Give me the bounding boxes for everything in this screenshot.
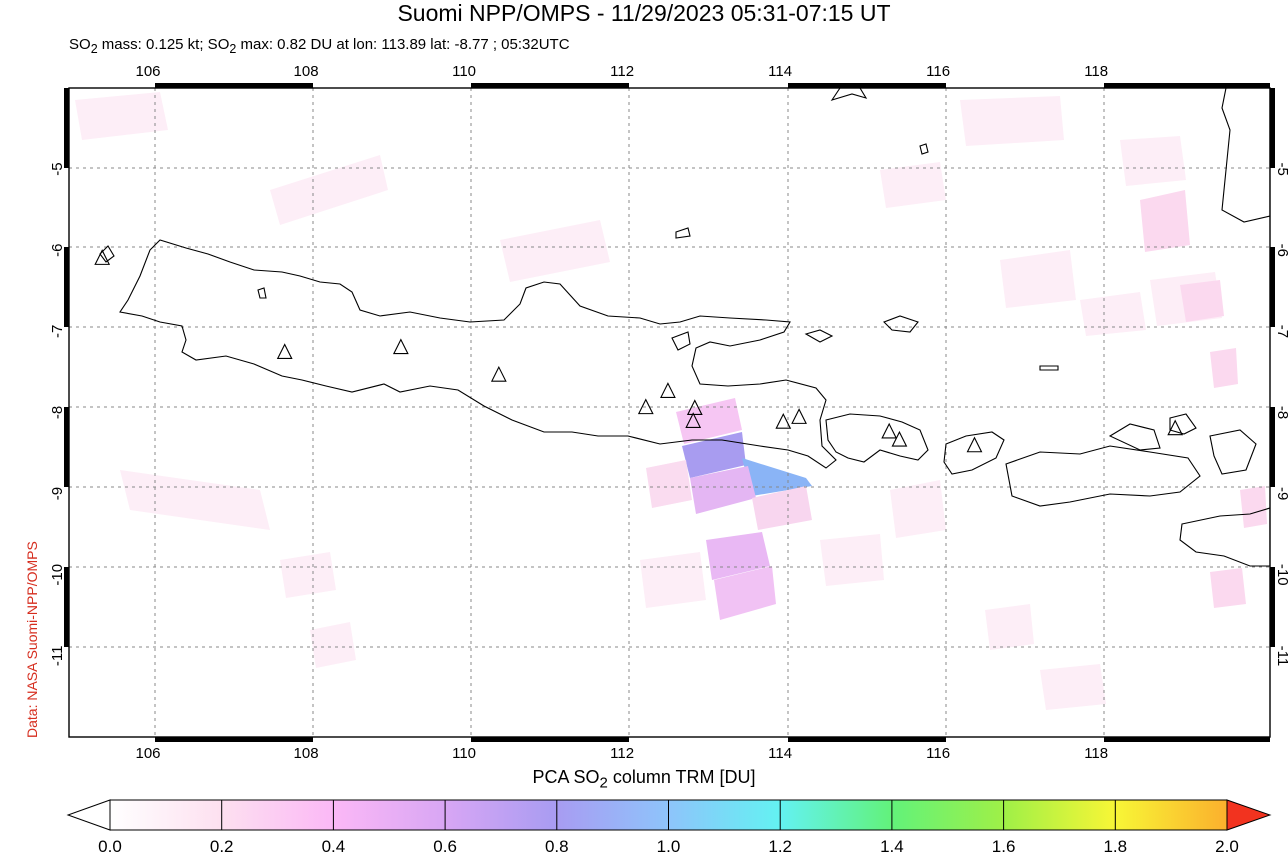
volcano-triangle-icon xyxy=(881,422,898,439)
colorbar-title: PCA SO2 column TRM [DU] xyxy=(532,767,756,792)
colorbar-label: 0.6 xyxy=(433,837,457,855)
lat-tick-label: -11 xyxy=(49,646,66,667)
lat-tick-label: -6 xyxy=(49,244,66,257)
colorbar: 0.0 0.2 0.4 0.6 0.8 1.0 1.2 1.4 1.6 1.8 2.0 xyxy=(66,799,1272,855)
colorbar-label: 1.2 xyxy=(768,837,792,855)
lat-tick-label: -5 xyxy=(49,162,66,175)
volcano-triangle-icon xyxy=(490,365,507,382)
volcano-triangle-icon xyxy=(94,249,111,265)
lat-tick-label: -10 xyxy=(49,564,66,586)
lon-tick-label: 118 xyxy=(1084,63,1108,80)
lon-tick-label: 114 xyxy=(768,63,792,80)
colorbar-label: 1.4 xyxy=(880,837,904,855)
volcano-triangle-icon xyxy=(791,408,807,424)
lat-tick-label: -11 xyxy=(1274,646,1288,667)
lat-tick-label: -7 xyxy=(49,325,66,338)
volcano-triangle-icon xyxy=(686,399,703,415)
volcano-triangle-icon xyxy=(276,343,293,360)
colorbar-max-arrow xyxy=(1226,799,1272,831)
lon-tick-label: 118 xyxy=(1084,745,1108,762)
lat-tick-label: -10 xyxy=(1274,564,1288,586)
volcano-markers xyxy=(94,249,1184,453)
coastlines xyxy=(99,88,1270,567)
lon-tick-label: 106 xyxy=(135,63,160,80)
volcano-triangle-icon xyxy=(392,338,409,355)
colorbar-label: 0.0 xyxy=(98,837,122,855)
colorbar-label: 0.2 xyxy=(210,837,234,855)
colorbar-label: 0.8 xyxy=(545,837,569,855)
lat-tick-labels-right: -5 -6 -7 -8 -9 -10 -11 xyxy=(1274,162,1288,666)
volcano-triangle-icon xyxy=(660,382,676,398)
colorbar-label: 0.4 xyxy=(322,837,346,855)
colorbar-label: 1.6 xyxy=(992,837,1016,855)
volcano-triangle-icon xyxy=(966,436,983,453)
lon-tick-label: 108 xyxy=(294,63,319,80)
lon-tick-label: 116 xyxy=(926,745,950,762)
lat-tick-label: -9 xyxy=(49,487,66,500)
volcano-triangle-icon xyxy=(1167,419,1184,436)
lat-tick-label: -9 xyxy=(1274,487,1288,500)
lon-tick-labels-bottom: 106 108 110 112 114 116 118 xyxy=(135,745,1108,762)
volcano-triangle-icon xyxy=(637,398,654,415)
lat-tick-labels-left: -5 -6 -7 -8 -9 -10 -11 xyxy=(49,162,66,666)
volcano-triangle-icon xyxy=(685,412,702,428)
lat-tick-label: -8 xyxy=(1274,406,1288,419)
colorbar-label: 1.8 xyxy=(1103,837,1127,855)
lon-tick-label: 108 xyxy=(294,745,319,762)
lat-tick-label: -5 xyxy=(1274,162,1288,175)
lat-tick-label: -6 xyxy=(1274,244,1288,257)
graticule xyxy=(69,88,1270,737)
axis-bar-segments xyxy=(64,83,1275,742)
volcano-triangle-icon xyxy=(775,413,792,429)
colorbar-min-arrow xyxy=(66,799,111,831)
so2-summary: SO2 mass: 0.125 kt; SO2 max: 0.82 DU at … xyxy=(69,36,570,56)
volcano-triangle-icon xyxy=(891,430,908,447)
lon-tick-label: 110 xyxy=(452,745,476,762)
lon-tick-label: 112 xyxy=(610,63,634,80)
map-frame xyxy=(68,87,1271,738)
lat-tick-label: -8 xyxy=(49,406,66,419)
colorbar-label: 2.0 xyxy=(1215,837,1239,855)
lon-tick-label: 114 xyxy=(768,745,792,762)
lon-tick-label: 112 xyxy=(610,745,634,762)
lon-tick-label: 116 xyxy=(926,63,950,80)
colorbar-label: 1.0 xyxy=(657,837,681,855)
lon-tick-label: 106 xyxy=(135,745,160,762)
lon-tick-labels-top: 106 108 110 112 114 116 118 xyxy=(135,63,1108,80)
lat-tick-label: -7 xyxy=(1274,325,1288,338)
so2-pixels xyxy=(75,92,1267,710)
map-title: Suomi NPP/OMPS - 11/29/2023 05:31-07:15 … xyxy=(397,0,891,26)
lon-tick-label: 110 xyxy=(452,63,476,80)
